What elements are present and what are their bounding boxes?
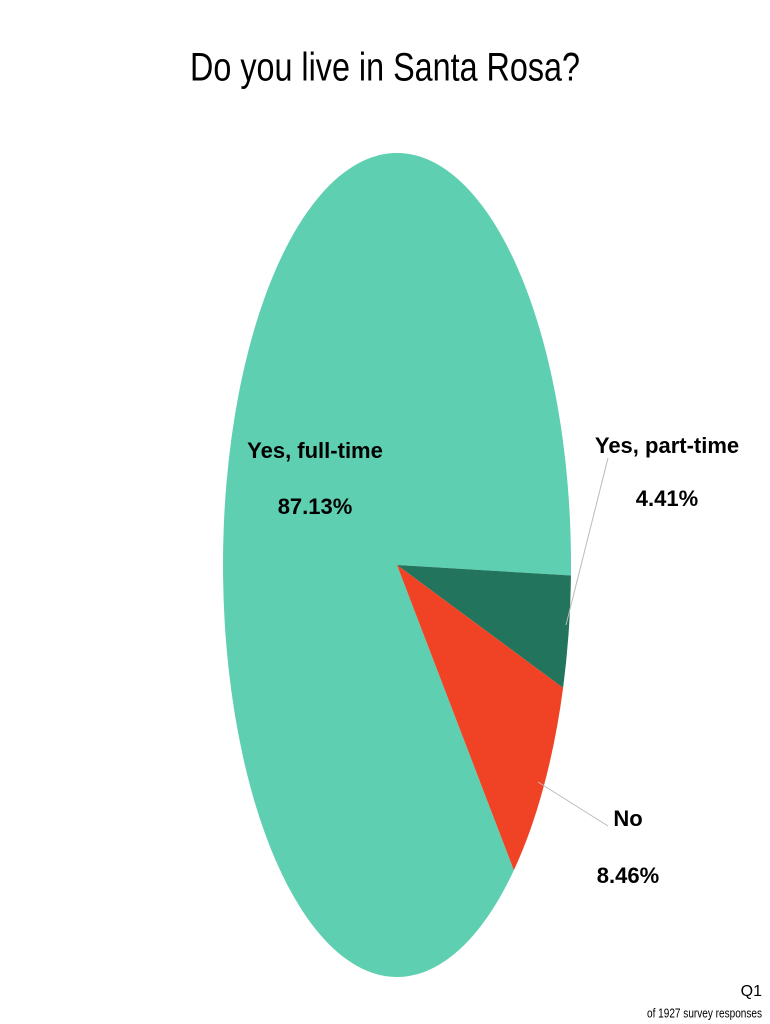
pie-slice xyxy=(397,565,571,688)
leader-line xyxy=(537,781,609,827)
slice-value: 8.46% xyxy=(597,863,659,888)
slice-value: 87.13% xyxy=(278,494,353,519)
slice-value: 4.41% xyxy=(636,486,698,511)
slice-label: No xyxy=(613,806,642,831)
slice-label: Yes, full-time xyxy=(247,438,383,463)
pie-slice xyxy=(222,153,572,978)
pie-slice xyxy=(397,565,564,871)
chart-title: Do you live in Santa Rosa? xyxy=(190,46,580,90)
question-id: Q1 xyxy=(741,983,762,1000)
slice-label: Yes, part-time xyxy=(595,433,739,458)
footer-note: of 1927 survey responses xyxy=(647,1005,762,1020)
leader-line xyxy=(565,457,609,626)
